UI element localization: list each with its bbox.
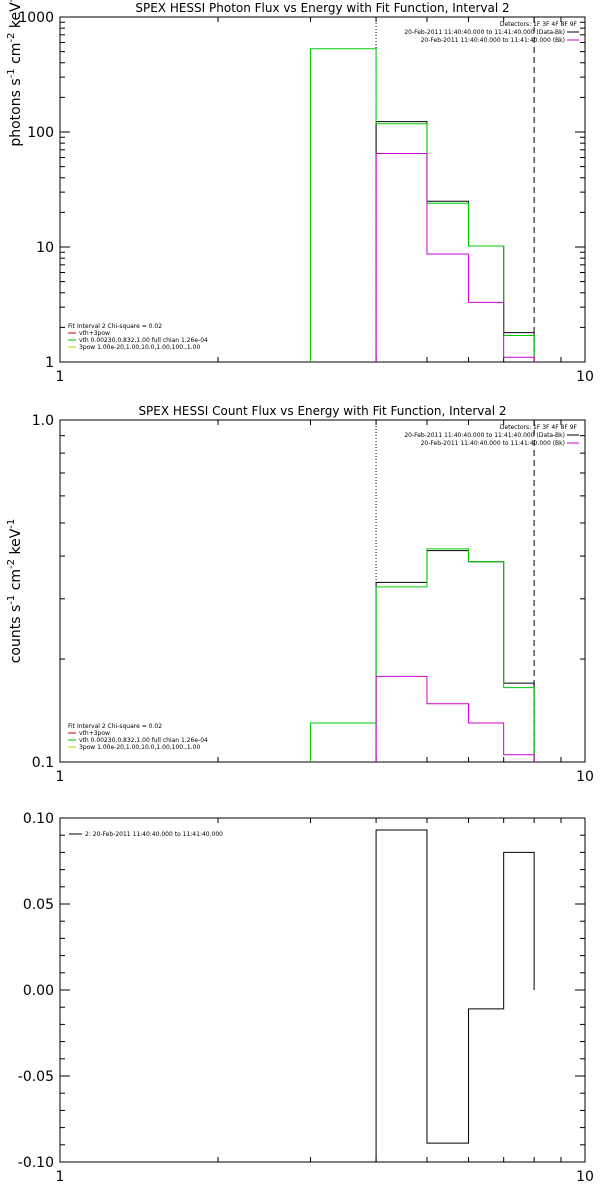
- legend-fit-entry: vth 0.00230,0.832,1.00 full chian 1.26e-…: [79, 337, 208, 344]
- y-axis-label-part: counts s: [8, 605, 24, 664]
- legend-fit-entry: vth 0.00230,0.832,1.00 full chian 1.26e-…: [79, 737, 208, 744]
- y-axis-label: photons s-1 cm-2 keV-1: [6, 0, 24, 147]
- legend-detectors: Detectors: 1F 3F 4F 8F 9F: [500, 424, 578, 431]
- legend-detectors: Detectors: 1F 3F 4F 8F 9F: [500, 21, 578, 28]
- y-axis-label-part: cm: [8, 569, 24, 595]
- legend-fit-entry: vth+3pow: [79, 730, 110, 737]
- y-tick-label: 0.05: [23, 897, 54, 913]
- plot-2: SPEX HESSI Count Flux vs Energy with Fit…: [6, 404, 594, 785]
- y-axis-label-part: -2: [6, 559, 17, 569]
- x-tick-label: 1: [56, 769, 65, 785]
- y-axis-label-part: -1: [6, 68, 17, 78]
- y-axis-label-part: -1: [6, 0, 17, 2]
- y-tick-label: 1: [45, 355, 54, 371]
- axes-frame: [59, 16, 586, 363]
- y-axis-label-part: keV: [8, 2, 24, 33]
- histogram-series-2: [309, 48, 535, 362]
- y-axis-label-part: -1: [6, 519, 17, 529]
- legend-fit-entry: 3pow 1.00e-20,1.00,10.0,1.00,100.,1.00: [79, 744, 200, 751]
- y-tick-label: 0.10: [23, 811, 54, 827]
- legend-fit-entry: 3pow 1.00e-20,1.00,10.0,1.00,100.,1.00: [79, 344, 200, 351]
- y-axis-label-part: keV: [8, 528, 24, 559]
- histogram-series-3: [375, 675, 535, 762]
- y-tick-label: 0.1: [32, 755, 54, 771]
- y-tick-label: 100: [27, 125, 54, 141]
- chart-title: SPEX HESSI Count Flux vs Energy with Fit…: [138, 404, 506, 418]
- plot-1: SPEX HESSI Photon Flux vs Energy with Fi…: [6, 0, 594, 385]
- legend-fit-header: Fit Interval 2 Chi-square = 0.02: [68, 323, 162, 330]
- series-group: [375, 829, 535, 1162]
- plot-3: 1 10 0.10 0.05 0.00 -0.05 -0.10 2: 20-Feb-2011 …: [18, 811, 594, 1185]
- y-axis-label-part: -1: [6, 595, 17, 605]
- axes-frame: [59, 419, 586, 763]
- legend-fit-entry: vth+3pow: [79, 330, 110, 337]
- y-tick-label: 1000: [18, 10, 54, 26]
- series-group: [309, 548, 535, 762]
- x-tick-label: 1: [56, 1169, 65, 1185]
- legend-entry-label: 20-Feb-2011 11:40:40.000 to 11:41:40.000…: [421, 37, 565, 44]
- histogram-series-1: [375, 121, 535, 362]
- histogram-series-2: [309, 548, 535, 762]
- histogram-series-3: [375, 153, 535, 362]
- series-group: [309, 48, 535, 362]
- y-tick-label: 1.0: [32, 413, 54, 429]
- legend-entry-label: 20-Feb-2011 11:40:40.000 to 11:41:40.000…: [421, 440, 565, 447]
- axes-frame: [59, 817, 586, 1163]
- y-axis-label-part: cm: [8, 43, 24, 69]
- y-axis-label-part: photons s: [8, 78, 24, 146]
- y-tick-label: -0.05: [18, 1069, 54, 1085]
- legend-fit-header: Fit Interval 2 Chi-square = 0.02: [68, 723, 162, 730]
- histogram-series-1: [375, 829, 535, 1162]
- y-axis-label: counts s-1 cm-2 keV-1: [6, 519, 24, 664]
- y-tick-label: 10: [36, 240, 54, 256]
- y-tick-label: 0.00: [23, 983, 54, 999]
- y-axis-label-part: -2: [6, 33, 17, 43]
- x-tick-label: 10: [576, 769, 594, 785]
- legend-entry-label: 2: 20-Feb-2011 11:40:40.000 to 11:41:40.…: [85, 831, 223, 838]
- x-tick-label: 1: [56, 369, 65, 385]
- legend-entry-label: 20-Feb-2011 11:40:40.000 to 11:41:40.000…: [404, 432, 565, 439]
- y-tick-label: -0.10: [18, 1155, 54, 1171]
- chart-title: SPEX HESSI Photon Flux vs Energy with Fi…: [135, 1, 509, 15]
- x-tick-label: 10: [576, 1169, 594, 1185]
- legend-entry-label: 20-Feb-2011 11:40:40.000 to 11:41:40.000…: [404, 29, 565, 36]
- x-tick-label: 10: [576, 369, 594, 385]
